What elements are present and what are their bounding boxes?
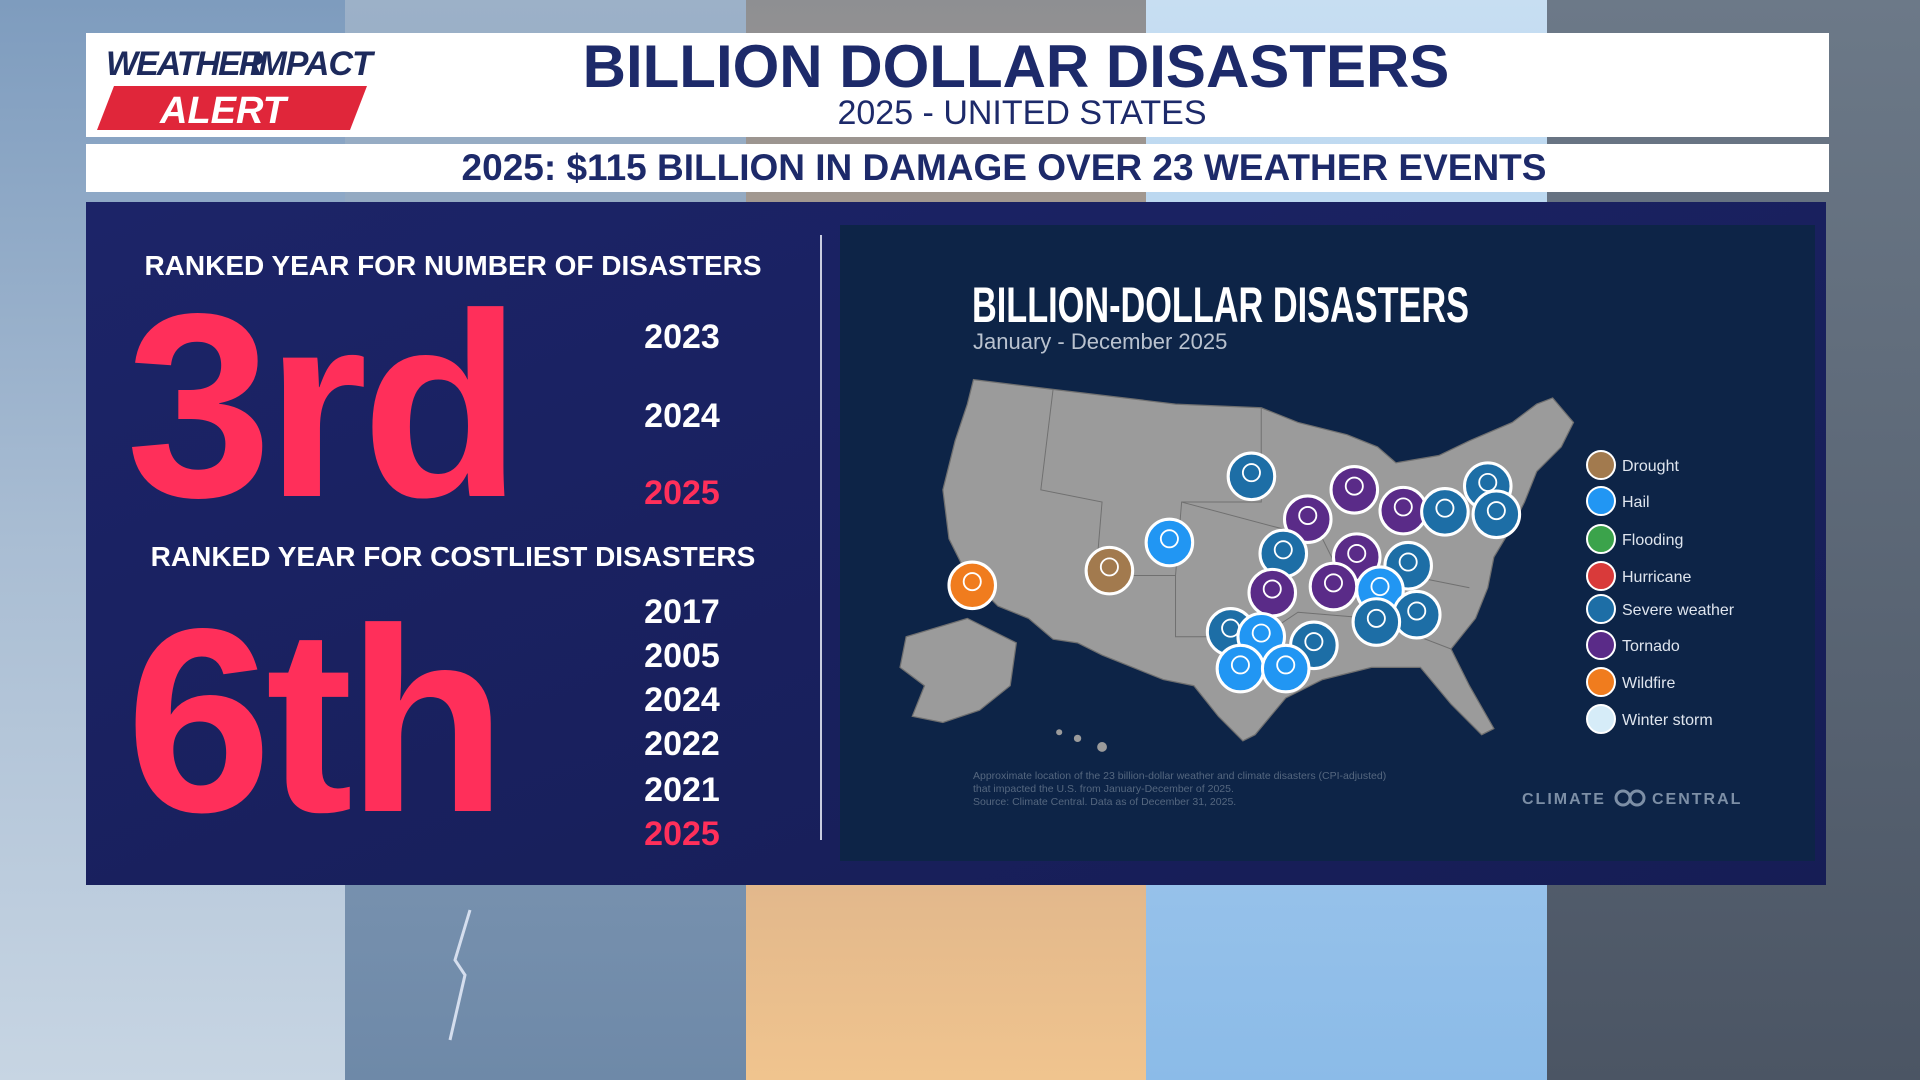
legend-label: Wildfire bbox=[1622, 675, 1675, 692]
legend-label: Hail bbox=[1622, 494, 1650, 511]
credit-right: CENTRAL bbox=[1652, 791, 1742, 808]
map-marker bbox=[1144, 517, 1195, 568]
legend-icon bbox=[1586, 450, 1616, 480]
map-marker-glyph bbox=[962, 572, 982, 592]
credit-left: CLIMATE bbox=[1522, 791, 1606, 808]
map-marker-glyph bbox=[1347, 543, 1367, 563]
logo-impact: IMPACT bbox=[250, 45, 376, 83]
map-marker-glyph bbox=[1276, 655, 1296, 675]
logo-alert: ALERT bbox=[159, 90, 289, 132]
footnote-line: Source: Climate Central. Data as of Dece… bbox=[973, 796, 1236, 808]
map-marker bbox=[1226, 451, 1277, 502]
logo: WEATHER IMPACT ALERT bbox=[97, 45, 377, 132]
map-marker-glyph bbox=[1262, 579, 1282, 599]
ranked-year: 2005 bbox=[644, 637, 720, 675]
footnote-line: Approximate location of the 23 billion-d… bbox=[973, 770, 1386, 782]
map-marker bbox=[1378, 485, 1429, 536]
map-marker bbox=[947, 560, 998, 611]
map-marker bbox=[1471, 489, 1522, 540]
map-marker bbox=[1351, 597, 1402, 647]
legend-label: Flooding bbox=[1622, 532, 1683, 549]
map-marker-glyph bbox=[1159, 529, 1179, 549]
legend-icon bbox=[1586, 524, 1616, 554]
map-subtitle: January - December 2025 bbox=[973, 329, 1227, 354]
map-marker-glyph bbox=[1230, 655, 1250, 675]
legend-icon bbox=[1586, 630, 1616, 660]
header-box bbox=[86, 33, 1829, 137]
map-marker bbox=[1260, 643, 1311, 694]
footnote: Approximate location of the 23 billion-d… bbox=[973, 770, 1386, 808]
legend-label: Winter storm bbox=[1622, 712, 1713, 729]
map-marker-glyph bbox=[1393, 497, 1413, 517]
map-marker bbox=[1329, 465, 1380, 515]
map-marker-glyph bbox=[1241, 463, 1261, 483]
map-marker-glyph bbox=[1344, 476, 1364, 496]
map-marker-glyph bbox=[1323, 573, 1343, 593]
legend-icon bbox=[1586, 667, 1616, 697]
legend-icon bbox=[1586, 486, 1616, 516]
legend-label: Tornado bbox=[1622, 638, 1680, 655]
legend-label: Drought bbox=[1622, 458, 1679, 475]
banner: 2025: $115 BILLION IN DAMAGE OVER 23 WEA… bbox=[462, 147, 1547, 188]
ranked-year: 2017 bbox=[644, 593, 720, 631]
map-marker bbox=[1215, 643, 1266, 694]
rank: 3rd bbox=[126, 259, 516, 552]
ranked-year: 2022 bbox=[644, 725, 720, 763]
banner-box bbox=[86, 144, 1829, 192]
ranked-year: 2024 bbox=[644, 681, 720, 719]
map-marker-glyph bbox=[1486, 501, 1506, 521]
legend-icon bbox=[1586, 594, 1616, 624]
map-marker-glyph bbox=[1370, 577, 1390, 597]
legend-icon bbox=[1586, 704, 1616, 734]
map-marker-glyph bbox=[1273, 540, 1293, 560]
logo-weather: WEATHER bbox=[106, 45, 264, 83]
map-marker-glyph bbox=[1304, 632, 1324, 652]
ranked-year: 2021 bbox=[644, 771, 720, 809]
map-marker-glyph bbox=[1251, 623, 1271, 643]
ranked-year: 2025 bbox=[644, 474, 720, 512]
map-marker bbox=[1420, 487, 1470, 537]
legend-icon bbox=[1586, 561, 1616, 591]
ranked-year: 2024 bbox=[644, 397, 720, 435]
map-marker-glyph bbox=[1298, 506, 1318, 526]
map-marker bbox=[1282, 494, 1333, 544]
legend: Drought Hail Flooding Hurricane Severe weath… bbox=[1586, 450, 1735, 734]
map-marker-glyph bbox=[1435, 498, 1455, 518]
map-marker bbox=[1391, 589, 1442, 640]
credit: CLIMATE CENTRAL bbox=[1522, 789, 1742, 808]
map-marker-glyph bbox=[1398, 552, 1418, 572]
ranked-year: 2023 bbox=[644, 318, 720, 356]
map-marker-glyph bbox=[1366, 608, 1386, 628]
map-marker bbox=[1308, 561, 1359, 612]
ranking-heading: RANKED YEAR FOR NUMBER OF DISASTERS bbox=[144, 250, 761, 281]
rank: 6th bbox=[126, 574, 501, 867]
title: BILLION DOLLAR DISASTERS bbox=[583, 33, 1450, 100]
ranking-heading: RANKED YEAR FOR COSTLIEST DISASTERS bbox=[151, 541, 756, 572]
map-marker bbox=[1084, 545, 1135, 596]
map-title: BILLION-DOLLAR DISASTERS bbox=[972, 277, 1469, 333]
subtitle: 2025 - UNITED STATES bbox=[837, 94, 1206, 132]
legend-label: Severe weather bbox=[1622, 602, 1735, 619]
map-marker-glyph bbox=[1099, 557, 1119, 577]
ranked-year: 2025 bbox=[644, 815, 720, 853]
legend-label: Hurricane bbox=[1622, 569, 1691, 586]
map-marker bbox=[1247, 567, 1298, 618]
us-map bbox=[899, 378, 1575, 752]
footnote-line: that impacted the U.S. from January-Dece… bbox=[973, 783, 1234, 795]
map-marker-glyph bbox=[1407, 601, 1427, 621]
